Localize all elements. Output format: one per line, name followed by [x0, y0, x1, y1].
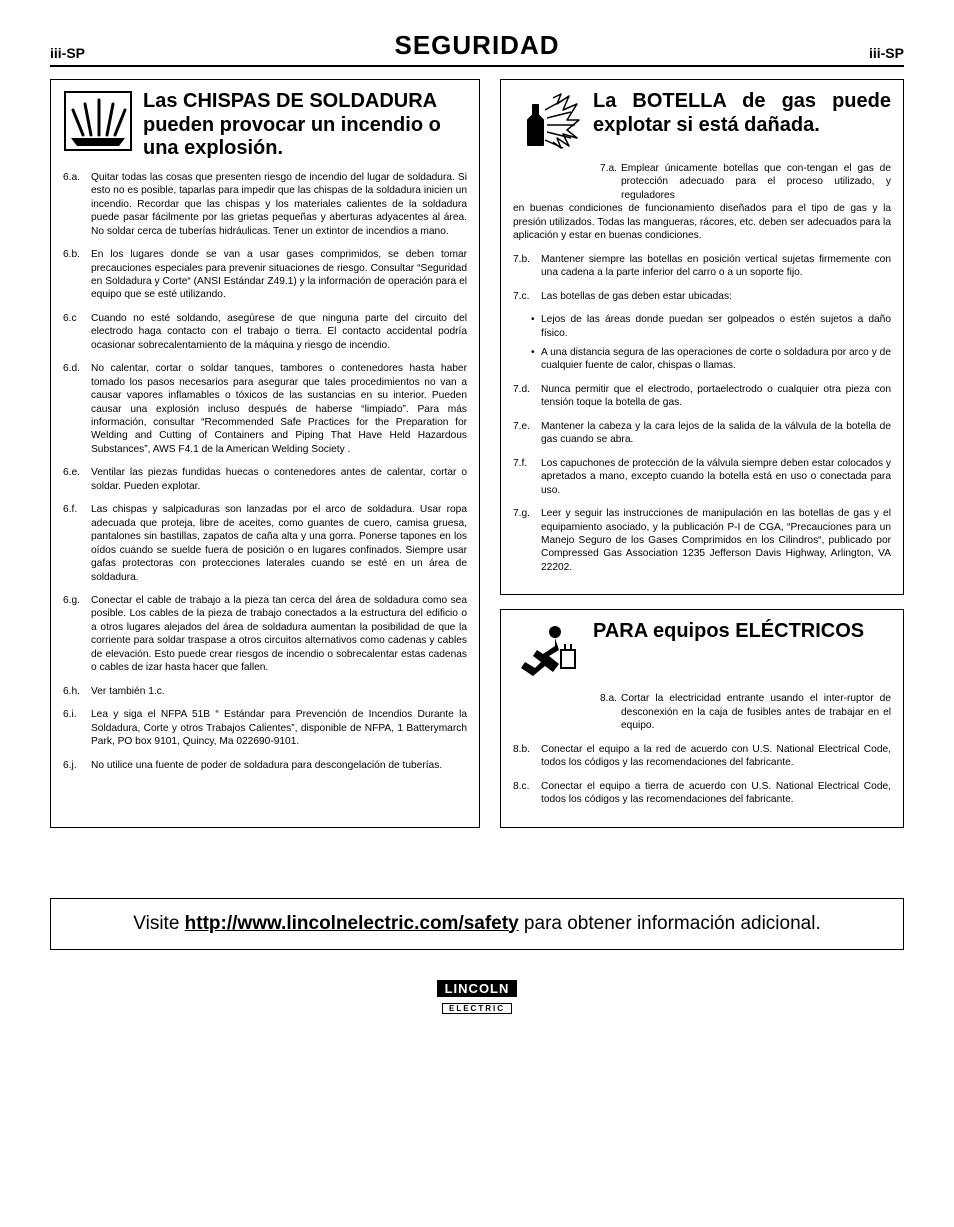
rt-item-0: 7.b.Mantener siempre las botellas en pos… — [513, 253, 891, 280]
rt2-item-1: 7.e.Mantener la cabeza y la cara lejos d… — [513, 420, 891, 447]
brand-logo-sub: ELECTRIC — [442, 1003, 512, 1014]
rt2-item-0: 7.d.Nunca permitir que el electrodo, por… — [513, 383, 891, 410]
left-item-9-label: 6.j. — [63, 759, 91, 772]
rt-sub-1: •A una distancia segura de las operacion… — [531, 346, 891, 373]
left-item-4-text: Ventilar las piezas fundidas huecas o co… — [91, 466, 467, 493]
rt2-item-0-text: Nunca permitir que el electrodo, portael… — [541, 383, 891, 410]
logo-wrap: LINCOLN ELECTRIC — [50, 980, 904, 1016]
brand-logo: LINCOLN — [437, 980, 518, 997]
electrical-section: PARA equipos ELÉCTRICOS 8.a. Cortar la e… — [500, 609, 904, 827]
rt2-item-3: 7.g.Leer y seguir las instrucciones de m… — [513, 507, 891, 574]
cylinder-explode-icon — [513, 90, 583, 152]
left-item-5-label: 6.f. — [63, 503, 91, 584]
left-item-2-label: 6.c — [63, 312, 91, 352]
bullet-icon: • — [531, 346, 541, 373]
left-item-0-text: Quitar todas las cosas que presenten rie… — [91, 171, 467, 238]
page-num-left: iii-SP — [50, 45, 85, 61]
rt-item-0-label: 7.b. — [513, 253, 541, 280]
left-item-1-label: 6.b. — [63, 248, 91, 302]
item-7a-first: Emplear únicamente botellas que con-teng… — [621, 162, 891, 202]
left-item-2-text: Cuando no esté soldando, asegúrese de qu… — [91, 312, 467, 352]
left-item-1: 6.b.En los lugares donde se van a usar g… — [63, 248, 467, 302]
electrical-section-head: PARA equipos ELÉCTRICOS — [513, 620, 891, 682]
left-item-7-label: 6.h. — [63, 685, 91, 698]
cylinder-title: La BOTELLA de gas puede explotar si está… — [593, 90, 891, 152]
rt2-item-2: 7.f.Los capuchones de protección de la v… — [513, 457, 891, 497]
left-item-8-label: 6.i. — [63, 708, 91, 748]
electrical-plug-icon — [513, 620, 583, 682]
left-item-6-text: Conectar el cable de trabajo a la pieza … — [91, 594, 467, 675]
footer-link-box: Visite http://www.lincolnelectric.com/sa… — [50, 898, 904, 950]
sparks-section-head: Las CHISPAS DE SOLDADURA pueden provocar… — [63, 90, 467, 161]
left-item-3-text: No calentar, cortar o soldar tanques, ta… — [91, 362, 467, 456]
cylinder-section: La BOTELLA de gas puede explotar si está… — [500, 79, 904, 595]
left-item-8-text: Lea y siga el NFPA 51B “ Estándar para P… — [91, 708, 467, 748]
left-item-7: 6.h.Ver también 1.c. — [63, 685, 467, 698]
rb-item-0-label: 8.b. — [513, 743, 541, 770]
left-item-0: 6.a.Quitar todas las cosas que presenten… — [63, 171, 467, 238]
rt2-item-1-text: Mantener la cabeza y la cara lejos de la… — [541, 420, 891, 447]
left-item-4: 6.e.Ventilar las piezas fundidas huecas … — [63, 466, 467, 493]
rb-item-0-text: Conectar el equipo a la red de acuerdo c… — [541, 743, 891, 770]
rb-item-1-label: 8.c. — [513, 780, 541, 807]
content-columns: Las CHISPAS DE SOLDADURA pueden provocar… — [50, 79, 904, 828]
rt-item-1-text: Las botellas de gas deben estar ubicadas… — [541, 290, 891, 303]
footer-suffix: para obtener información adicional. — [519, 913, 821, 934]
left-item-5-text: Las chispas y salpicaduras son lanzadas … — [91, 503, 467, 584]
left-item-1-text: En los lugares donde se van a usar gases… — [91, 248, 467, 302]
rt2-item-2-text: Los capuchones de protección de la válvu… — [541, 457, 891, 497]
left-item-7-text: Ver también 1.c. — [91, 685, 467, 698]
left-item-3-label: 6.d. — [63, 362, 91, 456]
rb-item-0: 8.b.Conectar el equipo a la red de acuer… — [513, 743, 891, 770]
rt-sub-text-0: Lejos de las áreas donde puedan ser golp… — [541, 313, 891, 340]
left-item-5: 6.f.Las chispas y salpicaduras son lanza… — [63, 503, 467, 584]
rt2-item-0-label: 7.d. — [513, 383, 541, 410]
left-item-9: 6.j.No utilice una fuente de poder de so… — [63, 759, 467, 772]
rb-item-1: 8.c.Conectar el equipo a tierra de acuer… — [513, 780, 891, 807]
rt2-item-2-label: 7.f. — [513, 457, 541, 497]
left-column: Las CHISPAS DE SOLDADURA pueden provocar… — [50, 79, 480, 828]
rt2-item-3-text: Leer y seguir las instrucciones de manip… — [541, 507, 891, 574]
left-item-2: 6.cCuando no esté soldando, asegúrese de… — [63, 312, 467, 352]
left-item-9-text: No utilice una fuente de poder de soldad… — [91, 759, 467, 772]
rb-item-1-text: Conectar el equipo a tierra de acuerdo c… — [541, 780, 891, 807]
rt2-item-3-label: 7.g. — [513, 507, 541, 574]
item-7a: 7.a. Emplear únicamente botellas que con… — [513, 162, 891, 243]
sparks-title: Las CHISPAS DE SOLDADURA pueden provocar… — [143, 90, 467, 161]
rt-item-1-label: 7.c. — [513, 290, 541, 303]
page-header: iii-SP SEGURIDAD iii-SP — [50, 30, 904, 67]
page-title: SEGURIDAD — [394, 30, 559, 61]
item-7a-rest: en buenas condiciones de funcionamiento … — [513, 203, 891, 241]
left-item-8: 6.i.Lea y siga el NFPA 51B “ Estándar pa… — [63, 708, 467, 748]
left-item-0-label: 6.a. — [63, 171, 91, 238]
footer-prefix: Visite — [133, 913, 184, 934]
bullet-icon: • — [531, 313, 541, 340]
left-item-4-label: 6.e. — [63, 466, 91, 493]
sparks-icon — [63, 90, 133, 152]
rt-item-0-text: Mantener siempre las botellas en posició… — [541, 253, 891, 280]
electrical-title: PARA equipos ELÉCTRICOS — [593, 620, 891, 682]
item-7a-label: 7.a. — [600, 163, 617, 174]
item-8a-label: 8.a. — [600, 693, 617, 704]
left-item-6-label: 6.g. — [63, 594, 91, 675]
item-8a-first: Cortar la electricidad entrante usando e… — [621, 692, 891, 732]
left-item-6: 6.g.Conectar el cable de trabajo a la pi… — [63, 594, 467, 675]
left-item-3: 6.d.No calentar, cortar o soldar tanques… — [63, 362, 467, 456]
item-8a: 8.a. Cortar la electricidad entrante usa… — [513, 692, 891, 732]
page-num-right: iii-SP — [869, 45, 904, 61]
rt-sub-text-1: A una distancia segura de las operacione… — [541, 346, 891, 373]
footer-url[interactable]: http://www.lincolnelectric.com/safety — [185, 913, 519, 934]
rt-item-1: 7.c.Las botellas de gas deben estar ubic… — [513, 290, 891, 303]
cylinder-section-head: La BOTELLA de gas puede explotar si está… — [513, 90, 891, 152]
rt-sub-0: •Lejos de las áreas donde puedan ser gol… — [531, 313, 891, 340]
rt2-item-1-label: 7.e. — [513, 420, 541, 447]
